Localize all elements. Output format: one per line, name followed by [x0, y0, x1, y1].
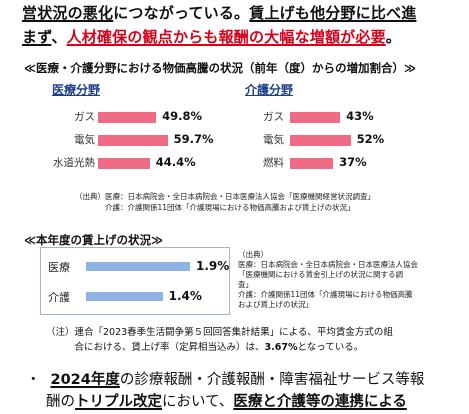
- intro-emphasis: 人材確保の観点からも報酬の大幅な増額が必要: [66, 28, 386, 46]
- bar-category-label: 燃料: [263, 157, 284, 169]
- bar-value-label: 37%: [339, 155, 367, 169]
- bar: [290, 112, 341, 123]
- note: （注）連合「2023春季生活闘争第５回回答集計結果」による、平均賃金方式の組 合…: [46, 327, 393, 353]
- bar-value-label: 59.7%: [173, 132, 214, 146]
- bottom-emphasis: 医療と介護等の連携による: [233, 394, 407, 410]
- bar: [290, 158, 334, 169]
- wage-source: （出典） 医療：日本病院会・全日本病院会・日本医療法人協会 「医療機関における賃…: [238, 250, 418, 309]
- bar: [86, 292, 163, 301]
- bar-category-label: 電気: [74, 134, 95, 146]
- wage-chart-box: [40, 247, 230, 315]
- note-highlight: 3.67%: [264, 342, 298, 353]
- prices-source-line-1: （出典）医療：日本病院会・全日本病院会・日本医療法人協会「医療機関経営状況調査」: [75, 192, 375, 201]
- bar: [98, 135, 168, 146]
- bar-category-label: ガス: [263, 111, 284, 123]
- medical-panel-title: 医療分野: [52, 83, 101, 97]
- prices-section-title: ≪医療・介護分野における物価高騰の状況（前年（度）からの増加割合）≫: [24, 61, 417, 75]
- bar-value-label: 1.9%: [196, 259, 230, 273]
- bar: [290, 135, 351, 146]
- bar-category-label: 医療: [48, 261, 70, 274]
- bar-category-label: ガス: [74, 111, 95, 123]
- bar-category-label: 水道光熱: [53, 157, 95, 169]
- bottom-paragraph-line-1: ・ 2024年度の診療報酬・介護報酬・障害福祉サービス等報: [26, 372, 425, 388]
- care-panel-title: 介護分野: [245, 83, 294, 97]
- intro-line-1: 営状況の悪化につながっている。賃上げも他分野に比べ進: [22, 4, 417, 22]
- intro-line-2: まず、人材確保の観点からも報酬の大幅な増額が必要。: [22, 28, 401, 46]
- bar-value-label: 49.8%: [162, 109, 202, 123]
- bottom-year: 2024年度: [50, 372, 120, 388]
- bottom-triple-revision: トリプル改定: [75, 394, 162, 410]
- intro-underlined-phrase: 営状況の悪化: [22, 4, 114, 22]
- intro-underlined-phrase: 賃上げも他分野に比べ進: [249, 4, 417, 22]
- bottom-paragraph-line-2: 酬のトリプル改定において、医療と介護等の連携による: [46, 394, 407, 410]
- bar: [98, 112, 157, 123]
- bar-category-label: 電気: [263, 134, 284, 146]
- bar-value-label: 52%: [356, 132, 385, 146]
- bullet: ・: [26, 372, 41, 388]
- bar: [98, 158, 150, 169]
- bar-value-label: 1.4%: [168, 289, 202, 303]
- bar-category-label: 介護: [48, 291, 70, 304]
- wage-section-title: ≪本年度の賃上げの状況≫: [24, 233, 164, 247]
- bar-value-label: 44.4%: [155, 155, 196, 169]
- bar: [86, 262, 190, 271]
- prices-source-line-2: 介護：介護関係11団体「介護現場における物価高騰および賃上げの状況」: [75, 203, 355, 212]
- bar-value-label: 43%: [346, 109, 374, 123]
